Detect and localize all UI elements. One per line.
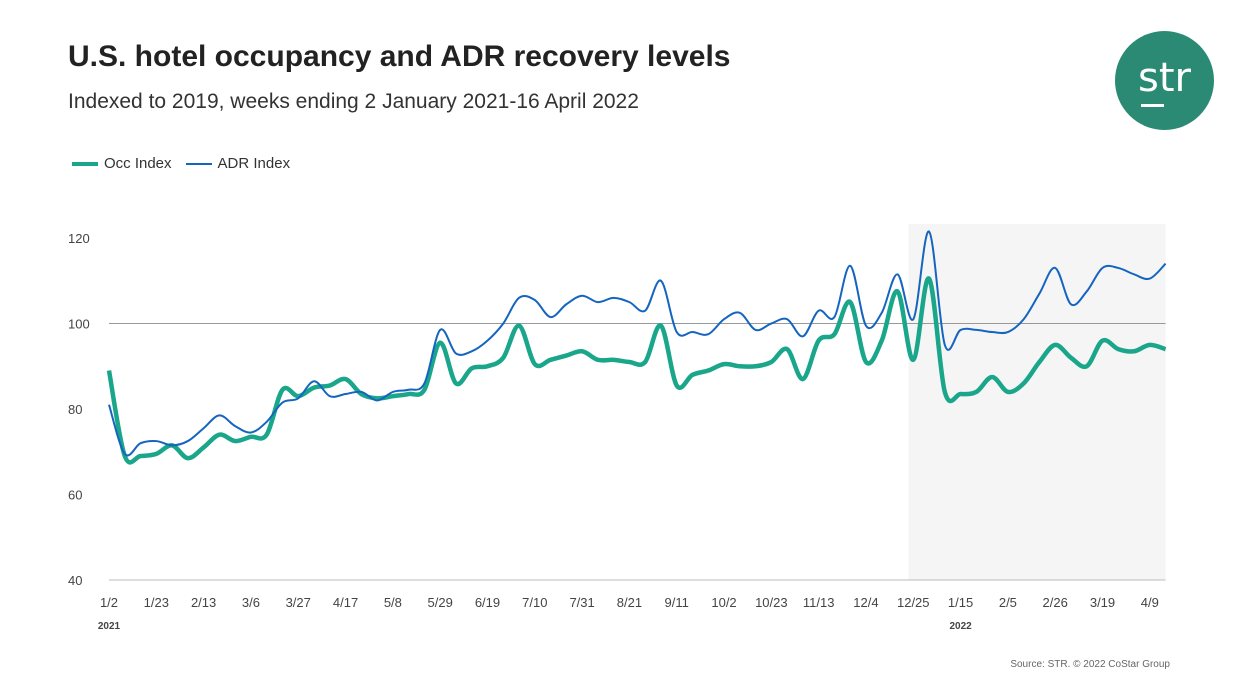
x-tick-label: 5/29 <box>428 595 453 610</box>
chart-subtitle: Indexed to 2019, weeks ending 2 January … <box>68 90 639 113</box>
x-tick-label: 1/23 <box>144 595 169 610</box>
x-tick-label: 9/11 <box>665 595 689 610</box>
str-logo: str <box>1115 31 1214 130</box>
legend-label-adr: ADR Index <box>217 155 291 172</box>
legend-swatch-occ <box>72 161 98 166</box>
y-tick-label: 80 <box>68 402 82 417</box>
x-tick-label: 2/26 <box>1043 595 1068 610</box>
shaded-region-2022 <box>908 224 1166 580</box>
x-tick-label: 4/9 <box>1141 595 1159 610</box>
x-tick-label: 4/17 <box>333 595 358 610</box>
x-tick-label: 2/13 <box>191 595 216 610</box>
source-note: Source: STR. © 2022 CoStar Group <box>1010 659 1170 670</box>
x-tick-label: 3/19 <box>1090 595 1115 610</box>
x-tick-label: 1/15 <box>948 595 973 610</box>
x-tick-label: 6/19 <box>475 595 500 610</box>
x-tick-label: 12/4 <box>853 595 878 610</box>
chart-title: U.S. hotel occupancy and ADR recovery le… <box>68 40 731 73</box>
x-tick-label: 12/25 <box>897 595 930 610</box>
y-tick-label: 40 <box>68 573 82 588</box>
x-tick-label: 10/2 <box>711 595 736 610</box>
x-tick-label: 5/8 <box>384 595 402 610</box>
y-tick-label: 60 <box>68 488 82 503</box>
x-tick-label: 11/13 <box>803 595 835 610</box>
year-label: 2021 <box>98 621 121 632</box>
occ-index-line <box>106 276 1167 465</box>
adr-index-line <box>108 230 1167 457</box>
x-tick-label: 1/2 <box>100 595 118 610</box>
x-tick-label: 8/21 <box>617 595 642 610</box>
x-tick-label: 10/23 <box>755 595 788 610</box>
x-tick-label: 3/27 <box>286 595 311 610</box>
y-tick-label: 100 <box>68 317 90 332</box>
x-tick-label: 3/6 <box>242 595 260 610</box>
legend-label-occ: Occ Index <box>104 155 172 172</box>
x-tick-label: 7/10 <box>522 595 547 610</box>
y-tick-label: 120 <box>68 231 90 246</box>
x-tick-label: 2/5 <box>999 595 1017 610</box>
legend: Occ Index ADR Index <box>72 155 290 172</box>
logo-text: str <box>1138 55 1191 101</box>
legend-swatch-adr <box>185 162 212 165</box>
year-label: 2022 <box>949 621 972 632</box>
x-tick-label: 7/31 <box>569 595 594 610</box>
